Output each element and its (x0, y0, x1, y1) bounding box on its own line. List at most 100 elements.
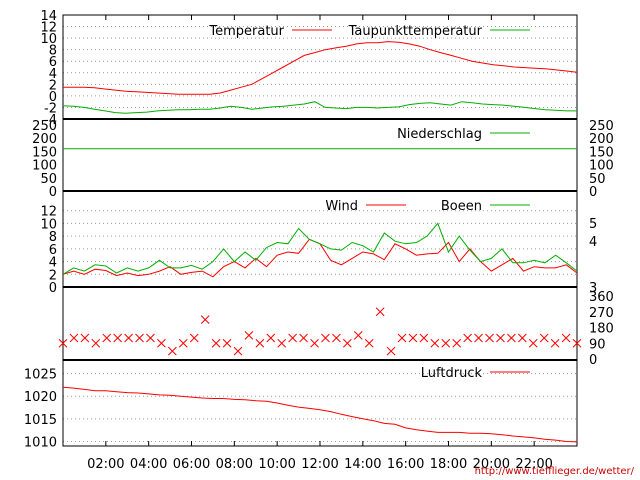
marker-stroke (496, 333, 505, 343)
y-tick-label: -2 (44, 101, 57, 116)
direction-marker (408, 333, 418, 343)
marker-stroke (528, 338, 538, 348)
direction-marker (364, 338, 374, 348)
direction-marker (299, 333, 308, 343)
direction-marker (80, 333, 90, 343)
legend-label: Temperatur (208, 24, 284, 39)
y-tick-label: 1010 (24, 435, 57, 450)
direction-marker (233, 346, 243, 356)
y-tick-label: 0 (49, 90, 57, 105)
direction-marker (474, 333, 483, 343)
direction-marker (375, 307, 385, 317)
legend-label: Taupunkttemperatur (348, 24, 483, 39)
direction-marker (244, 331, 254, 340)
y-tick-label: 4 (49, 256, 57, 271)
marker-stroke (135, 333, 144, 343)
panel-frame (62, 118, 578, 192)
legend-label: Wind (325, 199, 358, 214)
direction-marker (310, 338, 319, 348)
direction-marker (189, 333, 199, 343)
marker-stroke (255, 338, 265, 348)
direction-marker (222, 338, 232, 348)
marker-stroke (124, 333, 133, 343)
y2-tick-label: 3 (589, 281, 597, 296)
marker-stroke (80, 333, 90, 343)
y2-tick-label: 5 (589, 217, 597, 232)
direction-marker (430, 338, 440, 348)
marker-stroke (463, 333, 472, 343)
marker-stroke (266, 333, 276, 343)
y-tick-label: 2 (49, 78, 57, 93)
marker-stroke (364, 338, 374, 348)
credit-link[interactable]: http://www.tiefflieger.de/wetter/ (475, 466, 635, 477)
y-tick-label: 1015 (24, 413, 57, 428)
direction-marker (168, 346, 177, 356)
y2-tick-label: 180 (589, 322, 614, 337)
series-line (62, 222, 578, 275)
y2-tick-label: 0 (589, 185, 597, 200)
y-tick-label: -4 (44, 113, 57, 128)
marker-stroke (452, 338, 462, 348)
y2-tick-label: 270 (589, 306, 614, 321)
marker-stroke (485, 333, 494, 343)
y2-tick-label: 250 (589, 119, 614, 134)
marker-stroke (386, 346, 396, 356)
marker-stroke (441, 338, 451, 348)
direction-marker (255, 338, 265, 348)
legend-label: Luftdruck (421, 366, 483, 381)
y-tick-label: 100 (32, 159, 57, 174)
y-tick-label: 1025 (24, 368, 57, 383)
x-tick-label: 22:00 (515, 457, 552, 472)
direction-marker (353, 331, 363, 340)
direction-marker (102, 333, 112, 343)
direction-marker (517, 333, 527, 343)
series-line (63, 41, 578, 95)
x-tick-label: 06:00 (173, 457, 210, 472)
direction-marker (200, 315, 210, 324)
direction-marker (386, 346, 396, 356)
y-tick-label: 14 (40, 9, 57, 24)
y-tick-label: 1020 (24, 390, 57, 405)
marker-stroke (288, 333, 298, 343)
x-tick-label: 14:00 (344, 457, 381, 472)
series-line (62, 101, 577, 114)
marker-stroke (408, 333, 418, 343)
direction-marker (561, 333, 571, 343)
direction-marker (124, 333, 133, 343)
panel-frames (62, 14, 578, 447)
marker-stroke (375, 307, 385, 317)
y-tick-label: 12 (40, 205, 57, 220)
marker-stroke (474, 333, 483, 343)
marker-stroke (189, 333, 199, 343)
y-tick-label: 10 (40, 32, 57, 47)
direction-marker (58, 338, 68, 348)
y-tick-label: 200 (32, 132, 57, 147)
marker-stroke (233, 346, 243, 356)
y-tick-label: 250 (32, 119, 57, 134)
marker-stroke (310, 338, 319, 348)
panel-frame (62, 286, 578, 361)
marker-stroke (353, 331, 363, 340)
direction-marker (69, 333, 79, 343)
marker-stroke (550, 338, 560, 348)
y2-tick-label: 360 (589, 290, 614, 305)
direction-marker (463, 333, 472, 343)
direction-marker (135, 333, 144, 343)
y2-tick-label: 90 (589, 337, 606, 352)
direction-marker (157, 338, 166, 348)
y-tick-label: 8 (49, 44, 57, 59)
direction-marker (91, 338, 101, 348)
marker-stroke (397, 333, 407, 343)
x-tick-label: 04:00 (130, 457, 167, 472)
marker-stroke (157, 338, 166, 348)
direction-marker (496, 333, 505, 343)
x-tick-label: 10:00 (258, 457, 295, 472)
direction-marker (485, 333, 494, 343)
y-tick-label: 150 (32, 145, 57, 160)
y2-tick-label: 50 (589, 172, 606, 187)
y-tick-label: 50 (40, 172, 57, 187)
direction-marker (211, 338, 221, 348)
direction-marker (507, 333, 516, 343)
marker-stroke (572, 338, 582, 348)
